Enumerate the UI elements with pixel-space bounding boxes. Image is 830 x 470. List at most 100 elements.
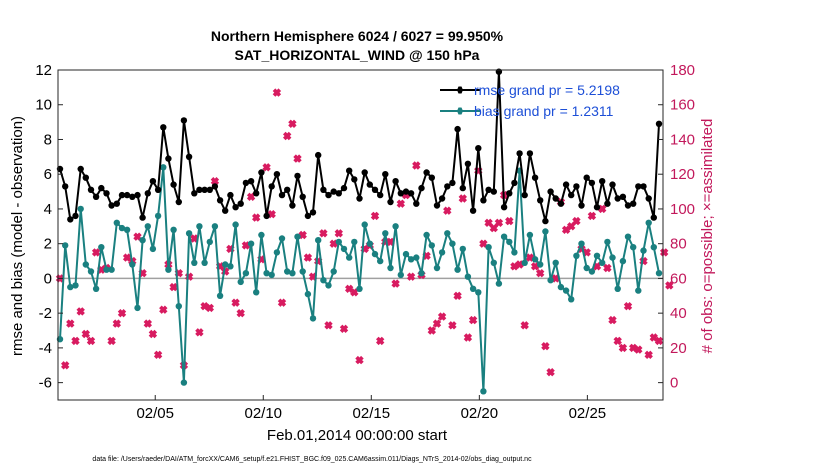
- obs-count-marker: [603, 263, 612, 273]
- bias-point: [216, 292, 224, 299]
- obs-count-x: [370, 211, 380, 221]
- rmse-point: [289, 202, 296, 209]
- obs-count-x: [91, 248, 101, 257]
- obs-count-x: [246, 192, 256, 201]
- rmse-point: [284, 186, 291, 193]
- bias-point: [160, 164, 167, 171]
- bias-point: [526, 231, 534, 239]
- bias-point: [475, 289, 482, 296]
- obs-count-marker: [143, 319, 152, 328]
- obs-count-marker: [293, 154, 302, 163]
- y-tick-label: 12: [35, 62, 52, 79]
- bias-point: [433, 264, 441, 272]
- rmse-point: [454, 125, 461, 133]
- obs-count-x: [210, 177, 220, 186]
- rmse-point: [413, 200, 420, 207]
- obs-count-x: [634, 345, 643, 354]
- bias-point: [392, 223, 399, 230]
- legend-bias-label: bias grand pr = 1.2311: [474, 103, 614, 119]
- bias-point: [583, 264, 590, 272]
- obs-count-marker: [634, 345, 643, 354]
- bias-point: [299, 268, 306, 275]
- obs-count-marker: [86, 336, 96, 346]
- obs-count-marker: [66, 319, 75, 328]
- rmse-point: [304, 212, 312, 220]
- bias-point: [82, 261, 90, 268]
- obs-count-x: [112, 319, 121, 328]
- obs-count-marker: [494, 218, 504, 227]
- y-tick-label: 4: [44, 201, 52, 218]
- bias-point: [123, 226, 131, 233]
- rmse-point: [469, 207, 477, 214]
- obs-count-x: [153, 350, 163, 359]
- y-tick-label: 0: [44, 270, 52, 287]
- rmse-point: [144, 190, 151, 197]
- y-right-tick-label: 120: [670, 166, 695, 183]
- obs-count-marker: [76, 307, 85, 316]
- rmse-point: [604, 200, 611, 207]
- obs-count-marker: [427, 326, 436, 335]
- obs-count-marker: [458, 194, 467, 203]
- rmse-point: [320, 186, 327, 193]
- bias-point: [242, 270, 250, 277]
- obs-count-marker: [303, 253, 313, 262]
- bias-point: [227, 263, 234, 270]
- obs-count-x: [608, 315, 617, 325]
- obs-count-x: [334, 229, 343, 238]
- obs-count-marker: [205, 303, 214, 313]
- obs-count-x: [272, 88, 282, 97]
- rmse-point: [72, 212, 79, 220]
- rmse-point: [309, 209, 317, 216]
- rmse-point: [655, 120, 663, 128]
- rmse-point: [557, 200, 565, 207]
- bias-point: [521, 259, 528, 266]
- bias-point: [645, 219, 652, 226]
- rmse-point: [160, 124, 167, 131]
- bias-point: [428, 242, 435, 249]
- obs-count-marker: [468, 315, 478, 325]
- obs-count-x: [148, 329, 158, 339]
- obs-count-marker: [148, 329, 158, 339]
- obs-count-marker: [520, 321, 529, 330]
- x-tick-label: 02/25: [569, 405, 607, 422]
- obs-count-x: [618, 343, 628, 353]
- obs-count-x: [427, 326, 436, 335]
- data-file-footnote: data file: /Users/raeder/DAI/ATM_forcXX/…: [92, 456, 532, 463]
- rmse-point: [630, 200, 637, 207]
- y-right-tick-label: 180: [670, 62, 695, 79]
- obs-count-x: [494, 218, 504, 227]
- rmse-point: [118, 191, 126, 199]
- rmse-point: [299, 193, 306, 200]
- rmse-point: [263, 212, 270, 220]
- obs-count-x: [169, 282, 178, 292]
- obs-count-x: [458, 194, 467, 203]
- rmse-point: [165, 155, 172, 162]
- rmse-point: [382, 171, 389, 178]
- bias-point: [542, 228, 549, 235]
- rmse-point: [361, 169, 368, 176]
- rmse-point: [216, 197, 224, 204]
- bias-point: [67, 283, 74, 291]
- bias-point: [361, 221, 368, 228]
- bias-point: [165, 266, 172, 273]
- y-right-tick-label: 60: [670, 270, 687, 287]
- bias-point: [454, 266, 461, 273]
- bias-point: [330, 268, 337, 275]
- bias-point: [232, 221, 239, 228]
- rmse-point: [511, 179, 518, 187]
- obs-count-marker: [117, 309, 127, 318]
- rmse-point: [87, 186, 95, 193]
- rmse-point: [593, 204, 601, 211]
- y-tick-label: 2: [44, 236, 52, 253]
- rmse-point: [258, 169, 265, 176]
- x-tick-label: 02/15: [353, 405, 391, 422]
- bias-point: [531, 256, 539, 263]
- bias-point: [356, 285, 363, 292]
- bias-point: [98, 244, 105, 251]
- obs-count-x: [293, 154, 302, 163]
- bias-point: [154, 212, 162, 220]
- bias-point: [268, 271, 275, 279]
- bias-point: [309, 315, 317, 322]
- obs-count-x: [479, 239, 488, 248]
